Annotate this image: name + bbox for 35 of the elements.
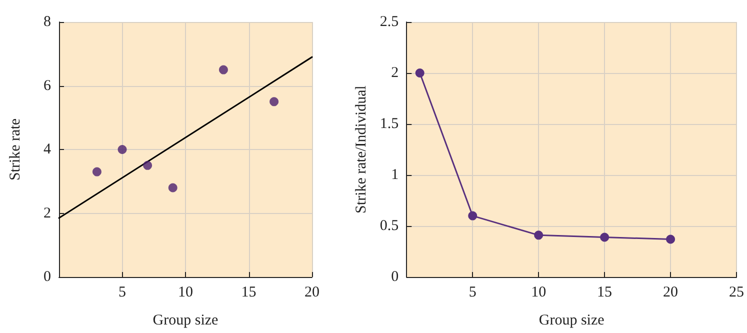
- point: [600, 232, 610, 242]
- x-axis-title: Group size: [538, 312, 605, 328]
- x-tick-label: 15: [597, 284, 612, 300]
- x-tick-label: 5: [118, 284, 126, 300]
- point: [415, 68, 424, 78]
- point: [92, 167, 102, 176]
- x-tick-label: 10: [178, 284, 193, 300]
- point: [168, 183, 178, 192]
- y-tick-label: 8: [44, 14, 51, 30]
- x-tick-label: 5: [468, 284, 476, 300]
- point: [468, 211, 478, 220]
- y-tick-label: 6: [44, 78, 52, 94]
- x-tick-label: 20: [663, 284, 678, 300]
- point: [218, 65, 228, 74]
- point: [118, 145, 127, 154]
- y-axis-title: Strike rate: [8, 118, 24, 181]
- y-tick-label: 2.5: [380, 14, 399, 30]
- x-tick-label: 20: [304, 284, 320, 300]
- x-tick-label: 25: [729, 284, 744, 300]
- y-tick-label: 1.5: [380, 116, 399, 132]
- y-tick-label: 4: [44, 142, 52, 158]
- y-tick-label: 0: [391, 269, 399, 285]
- point: [534, 230, 544, 240]
- y-tick-label: 0: [44, 269, 51, 285]
- x-tick-label: 15: [241, 284, 256, 300]
- y-axis-title: Strike rate/Individual: [354, 86, 370, 214]
- y-tick-label: 2: [391, 65, 399, 81]
- x-tick-label: 10: [531, 284, 546, 300]
- x-axis-title: Group size: [152, 312, 219, 328]
- point: [666, 234, 676, 244]
- y-tick-label: 2: [44, 205, 51, 222]
- point: [270, 97, 279, 106]
- y-tick-label: 0.5: [380, 218, 399, 234]
- point: [143, 160, 152, 170]
- y-tick-label: 1: [391, 167, 399, 183]
